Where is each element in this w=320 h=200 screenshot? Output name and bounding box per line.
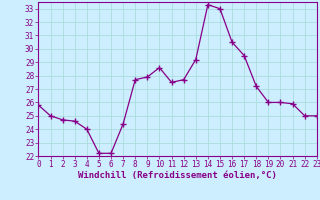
X-axis label: Windchill (Refroidissement éolien,°C): Windchill (Refroidissement éolien,°C) xyxy=(78,171,277,180)
